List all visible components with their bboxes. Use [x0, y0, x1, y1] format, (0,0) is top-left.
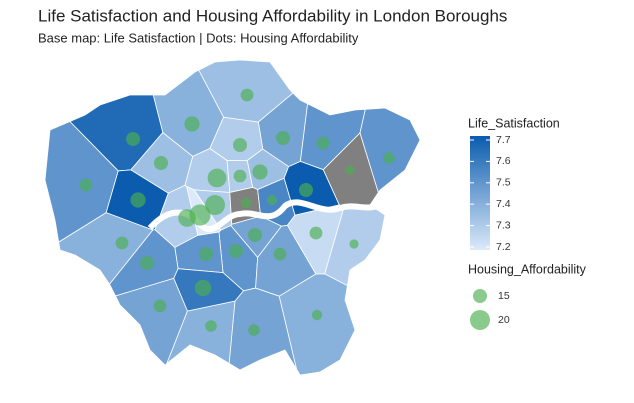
size-label: 15 [498, 290, 510, 302]
affordability-dot [266, 194, 278, 206]
subtitle: Base map: Life Satisfaction | Dots: Hous… [38, 30, 359, 45]
affordability-dot [207, 168, 227, 188]
affordability-dot [199, 247, 213, 261]
affordability-dot [273, 247, 287, 261]
size-label: 20 [498, 314, 510, 326]
color-bar-label: 7.4 [496, 198, 511, 210]
affordability-dot [194, 279, 212, 297]
affordability-dot [229, 244, 243, 258]
affordability-dot [153, 299, 167, 313]
borough [58, 212, 154, 285]
color-bar-label: 7.7 [496, 134, 511, 146]
affordability-dot [154, 156, 168, 170]
size-legend-title: Housing_Affordability [468, 262, 587, 276]
color-bar-label: 7.6 [496, 155, 511, 167]
borough [228, 287, 298, 371]
title: Life Satisfaction and Housing Affordabil… [38, 6, 507, 25]
color-bar-label: 7.2 [496, 241, 511, 253]
affordability-dot [316, 136, 330, 150]
boroughs [44, 59, 421, 376]
fill-legend: 7.2 7.3 7.4 7.5 7.6 7.7 [470, 134, 511, 253]
affordability-dot [383, 152, 395, 164]
affordability-dot [233, 138, 247, 152]
affordability-dot [233, 169, 247, 183]
affordability-dot [130, 192, 146, 208]
affordability-dot [311, 309, 323, 321]
fill-legend-title: Life_Satisfaction [468, 116, 560, 130]
affordability-dot [248, 324, 260, 336]
color-bar-label: 7.3 [496, 219, 511, 231]
affordability-dot [79, 178, 93, 192]
borough [278, 273, 356, 376]
affordability-dot [276, 131, 290, 145]
size-key [473, 289, 487, 303]
affordability-dot [240, 197, 252, 209]
affordability-dot [205, 320, 217, 332]
affordability-dot [205, 195, 225, 215]
color-bar [470, 136, 490, 250]
affordability-dot [178, 209, 196, 227]
affordability-dot [345, 165, 355, 175]
size-key [470, 310, 490, 330]
affordability-dot [299, 183, 313, 197]
affordability-dot [184, 116, 200, 132]
color-bar-label: 7.5 [496, 177, 511, 189]
affordability-dot [252, 164, 268, 180]
affordability-dot [140, 256, 154, 270]
affordability-dot [126, 132, 140, 146]
affordability-dot [115, 236, 129, 250]
dots [79, 88, 395, 336]
affordability-dot [248, 228, 262, 242]
affordability-dot [240, 88, 254, 102]
affordability-dot [349, 239, 359, 249]
borough [114, 277, 188, 366]
affordability-dot [309, 226, 323, 240]
